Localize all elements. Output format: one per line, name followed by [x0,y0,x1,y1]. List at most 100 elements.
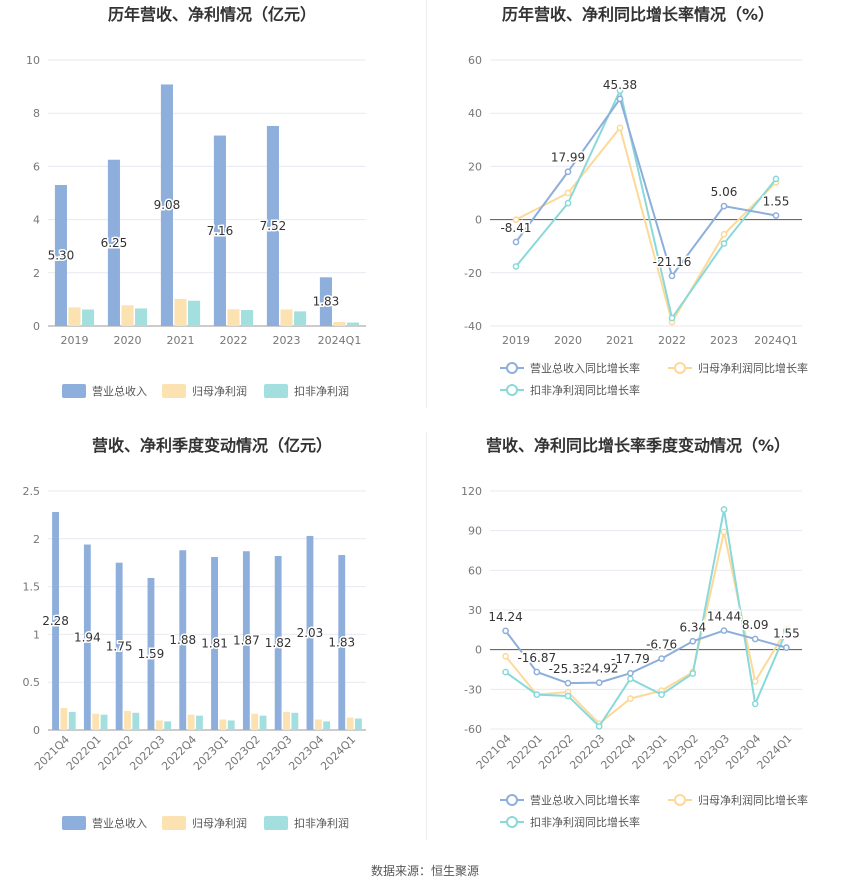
bar-归母净利润 [92,713,100,730]
bar-扣非净利润 [196,715,203,730]
bar-扣非净利润 [68,711,76,730]
bar-归母净利润 [124,710,131,730]
bar-扣非净利润 [132,712,140,730]
bar-data-label: 1.88 [169,633,196,647]
bar-营业总收入 [52,512,59,730]
series-line-营业总收入同比增长率 [504,629,787,685]
bar-归母净利润 [346,717,354,730]
vertical-divider-top [426,0,427,408]
line-data-label: -6.76 [646,638,677,652]
legend-marker [674,362,686,374]
bar-营业总收入 [160,84,173,326]
legend-marker [506,794,518,806]
y-tick-label: -60 [464,723,482,736]
bar-data-label: 1.82 [265,636,292,650]
x-tick-label: 2021 [606,334,634,347]
data-point [772,212,780,219]
bar-data-label: 1.87 [233,634,260,648]
data-point [616,95,624,103]
y-tick-label: 0 [475,214,482,227]
line-data-label: -16.87 [517,651,556,665]
data-point [564,692,572,700]
chart-title: 营收、净利季度变动情况（亿元） [92,436,332,455]
bar-扣非净利润 [164,721,172,730]
x-tick-label: 2020 [554,334,582,347]
data-point [751,700,759,708]
data-point [720,202,728,210]
legend-marker [674,794,686,806]
legend-label: 扣非净利润 [294,384,349,398]
line-data-label: 14.44 [707,610,741,624]
line-data-label: 1.55 [773,627,800,641]
x-tick-label: 2024Q1 [318,733,358,773]
data-point [720,528,728,536]
y-tick-label: 10 [26,54,40,67]
legend-swatch [162,384,186,398]
y-tick-label: 0 [33,724,40,737]
line-data-label: 1.55 [763,194,790,208]
legend-marker [506,816,518,828]
legend-swatch [62,816,86,830]
legend-label: 归母净利润同比增长率 [698,361,808,375]
bar-data-label: 1.94 [74,630,101,644]
legend-marker [506,362,518,374]
bar-归母净利润 [314,719,322,730]
data-point [658,655,665,662]
x-tick-label: 2024Q1 [754,334,798,347]
data-point [564,679,572,687]
data-point [616,124,624,132]
bar-扣非净利润 [241,310,254,326]
data-point [627,675,634,683]
data-point [689,670,697,677]
data-point [720,240,728,247]
data-point [668,272,676,280]
series-line-扣非净利润同比增长率 [505,509,788,728]
data-point [668,314,676,322]
bar-data-label: 9.08 [154,198,181,212]
bar-扣非净利润 [291,712,299,730]
bar-data-label: 1.83 [313,295,340,309]
data-point [751,678,759,685]
data-point [772,175,780,183]
bar-营业总收入 [54,185,67,326]
x-tick-label: 2020 [114,334,142,347]
legend-label: 扣非净利润同比增长率 [530,815,640,829]
bar-扣非净利润 [347,322,360,326]
bar-归母净利润 [219,719,227,730]
legend-label: 扣非净利润 [294,816,349,830]
line-data-label: -25.31 [549,662,588,676]
series-line-扣非净利润同比增长率 [515,87,777,321]
legend-label: 营业总收入同比增长率 [530,361,640,375]
bar-营业总收入 [306,535,314,730]
legend-marker [506,384,518,396]
bar-归母净利润 [280,309,293,326]
y-tick-label: 20 [468,160,482,173]
legend-swatch [264,384,288,398]
bar-营业总收入 [211,556,218,730]
line-data-label: -17.79 [611,652,650,666]
bar-扣非净利润 [294,311,307,326]
bar-扣非净利润 [259,715,267,730]
bar-归母净利润 [333,322,346,326]
data-source-note: 数据来源：恒生聚源 [370,864,479,878]
x-tick-label: 2022 [658,334,686,347]
line-data-label: 6.34 [679,620,706,634]
legend-label: 营业总收入 [92,816,147,830]
line-data-label: 17.99 [551,151,585,165]
data-point [783,644,790,651]
vertical-divider-bottom [426,432,427,840]
bar-扣非净利润 [82,309,95,326]
data-point [720,627,728,634]
x-tick-label: 2019 [502,334,530,347]
bar-归母净利润 [251,713,259,730]
data-point [783,627,790,635]
data-point [720,506,728,513]
legend-label: 扣非净利润同比增长率 [530,383,640,397]
data-point [533,668,541,676]
bar-扣非净利润 [355,718,362,730]
y-tick-label: 2 [33,533,40,546]
bar-营业总收入 [147,577,155,730]
bar-营业总收入 [107,159,120,326]
line-data-label: 14.24 [488,610,522,624]
bar-扣非净利润 [188,300,201,326]
